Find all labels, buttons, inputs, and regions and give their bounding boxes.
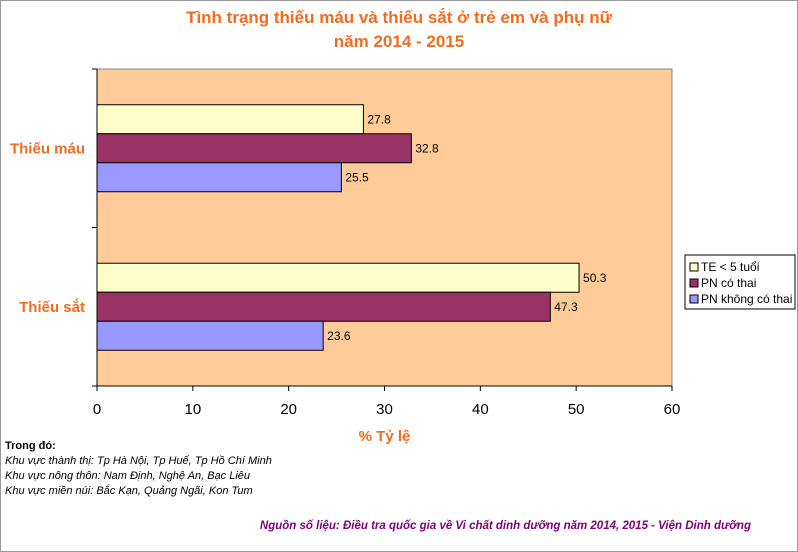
x-tick-label: 40 bbox=[472, 401, 489, 418]
category-label: Thiếu máu bbox=[10, 140, 85, 157]
bar bbox=[96, 104, 364, 135]
x-tick-label: 0 bbox=[93, 401, 101, 418]
data-label: 23.6 bbox=[327, 329, 351, 343]
x-tick-label: 50 bbox=[568, 401, 585, 418]
legend-label: TE < 5 tuổi bbox=[701, 260, 759, 274]
x-tick-label: 20 bbox=[280, 401, 297, 418]
notes: Trong đó: Khu vực thành thị: Tp Hà Nội, … bbox=[5, 439, 272, 499]
data-label: 32.8 bbox=[415, 141, 439, 155]
bar bbox=[96, 162, 342, 193]
legend bbox=[684, 254, 796, 310]
x-tick-label: 10 bbox=[184, 401, 201, 418]
data-label: 25.5 bbox=[345, 170, 369, 184]
x-tick-label: 60 bbox=[664, 401, 681, 418]
notes-line: Khu vực thành thị: Tp Hà Nội, Tp Huế, Tp… bbox=[5, 455, 272, 467]
data-label: 27.8 bbox=[367, 112, 391, 126]
legend-swatch bbox=[689, 262, 699, 272]
chart-title: Tình trạng thiếu máu và thiếu sắt ở trẻ … bbox=[186, 8, 612, 27]
bar bbox=[96, 133, 412, 164]
x-axis-title: % Tỷ lệ bbox=[359, 428, 411, 445]
legend-label: PN không có thai bbox=[701, 292, 792, 306]
data-label: 50.3 bbox=[583, 271, 607, 285]
data-label: 47.3 bbox=[554, 300, 578, 314]
chart-subtitle: năm 2014 - 2015 bbox=[333, 32, 465, 51]
bar bbox=[96, 262, 580, 293]
category-label: Thiếu sắt bbox=[19, 298, 85, 316]
bar bbox=[96, 291, 551, 322]
source-note: Nguồn số liệu: Điều tra quốc gia về Vi c… bbox=[259, 520, 751, 532]
notes-heading: Trong đó: bbox=[5, 440, 56, 452]
legend-swatch bbox=[689, 278, 699, 288]
legend-label: PN có thai bbox=[701, 276, 756, 290]
x-tick-label: 30 bbox=[376, 401, 393, 418]
notes-line: Khu vực miền núi: Bắc Kạn, Quảng Ngãi, K… bbox=[5, 485, 253, 497]
notes-line: Khu vực nông thôn: Nam Định, Nghệ An, Bạ… bbox=[5, 470, 251, 482]
bar bbox=[96, 320, 324, 351]
legend-swatch bbox=[689, 294, 699, 304]
